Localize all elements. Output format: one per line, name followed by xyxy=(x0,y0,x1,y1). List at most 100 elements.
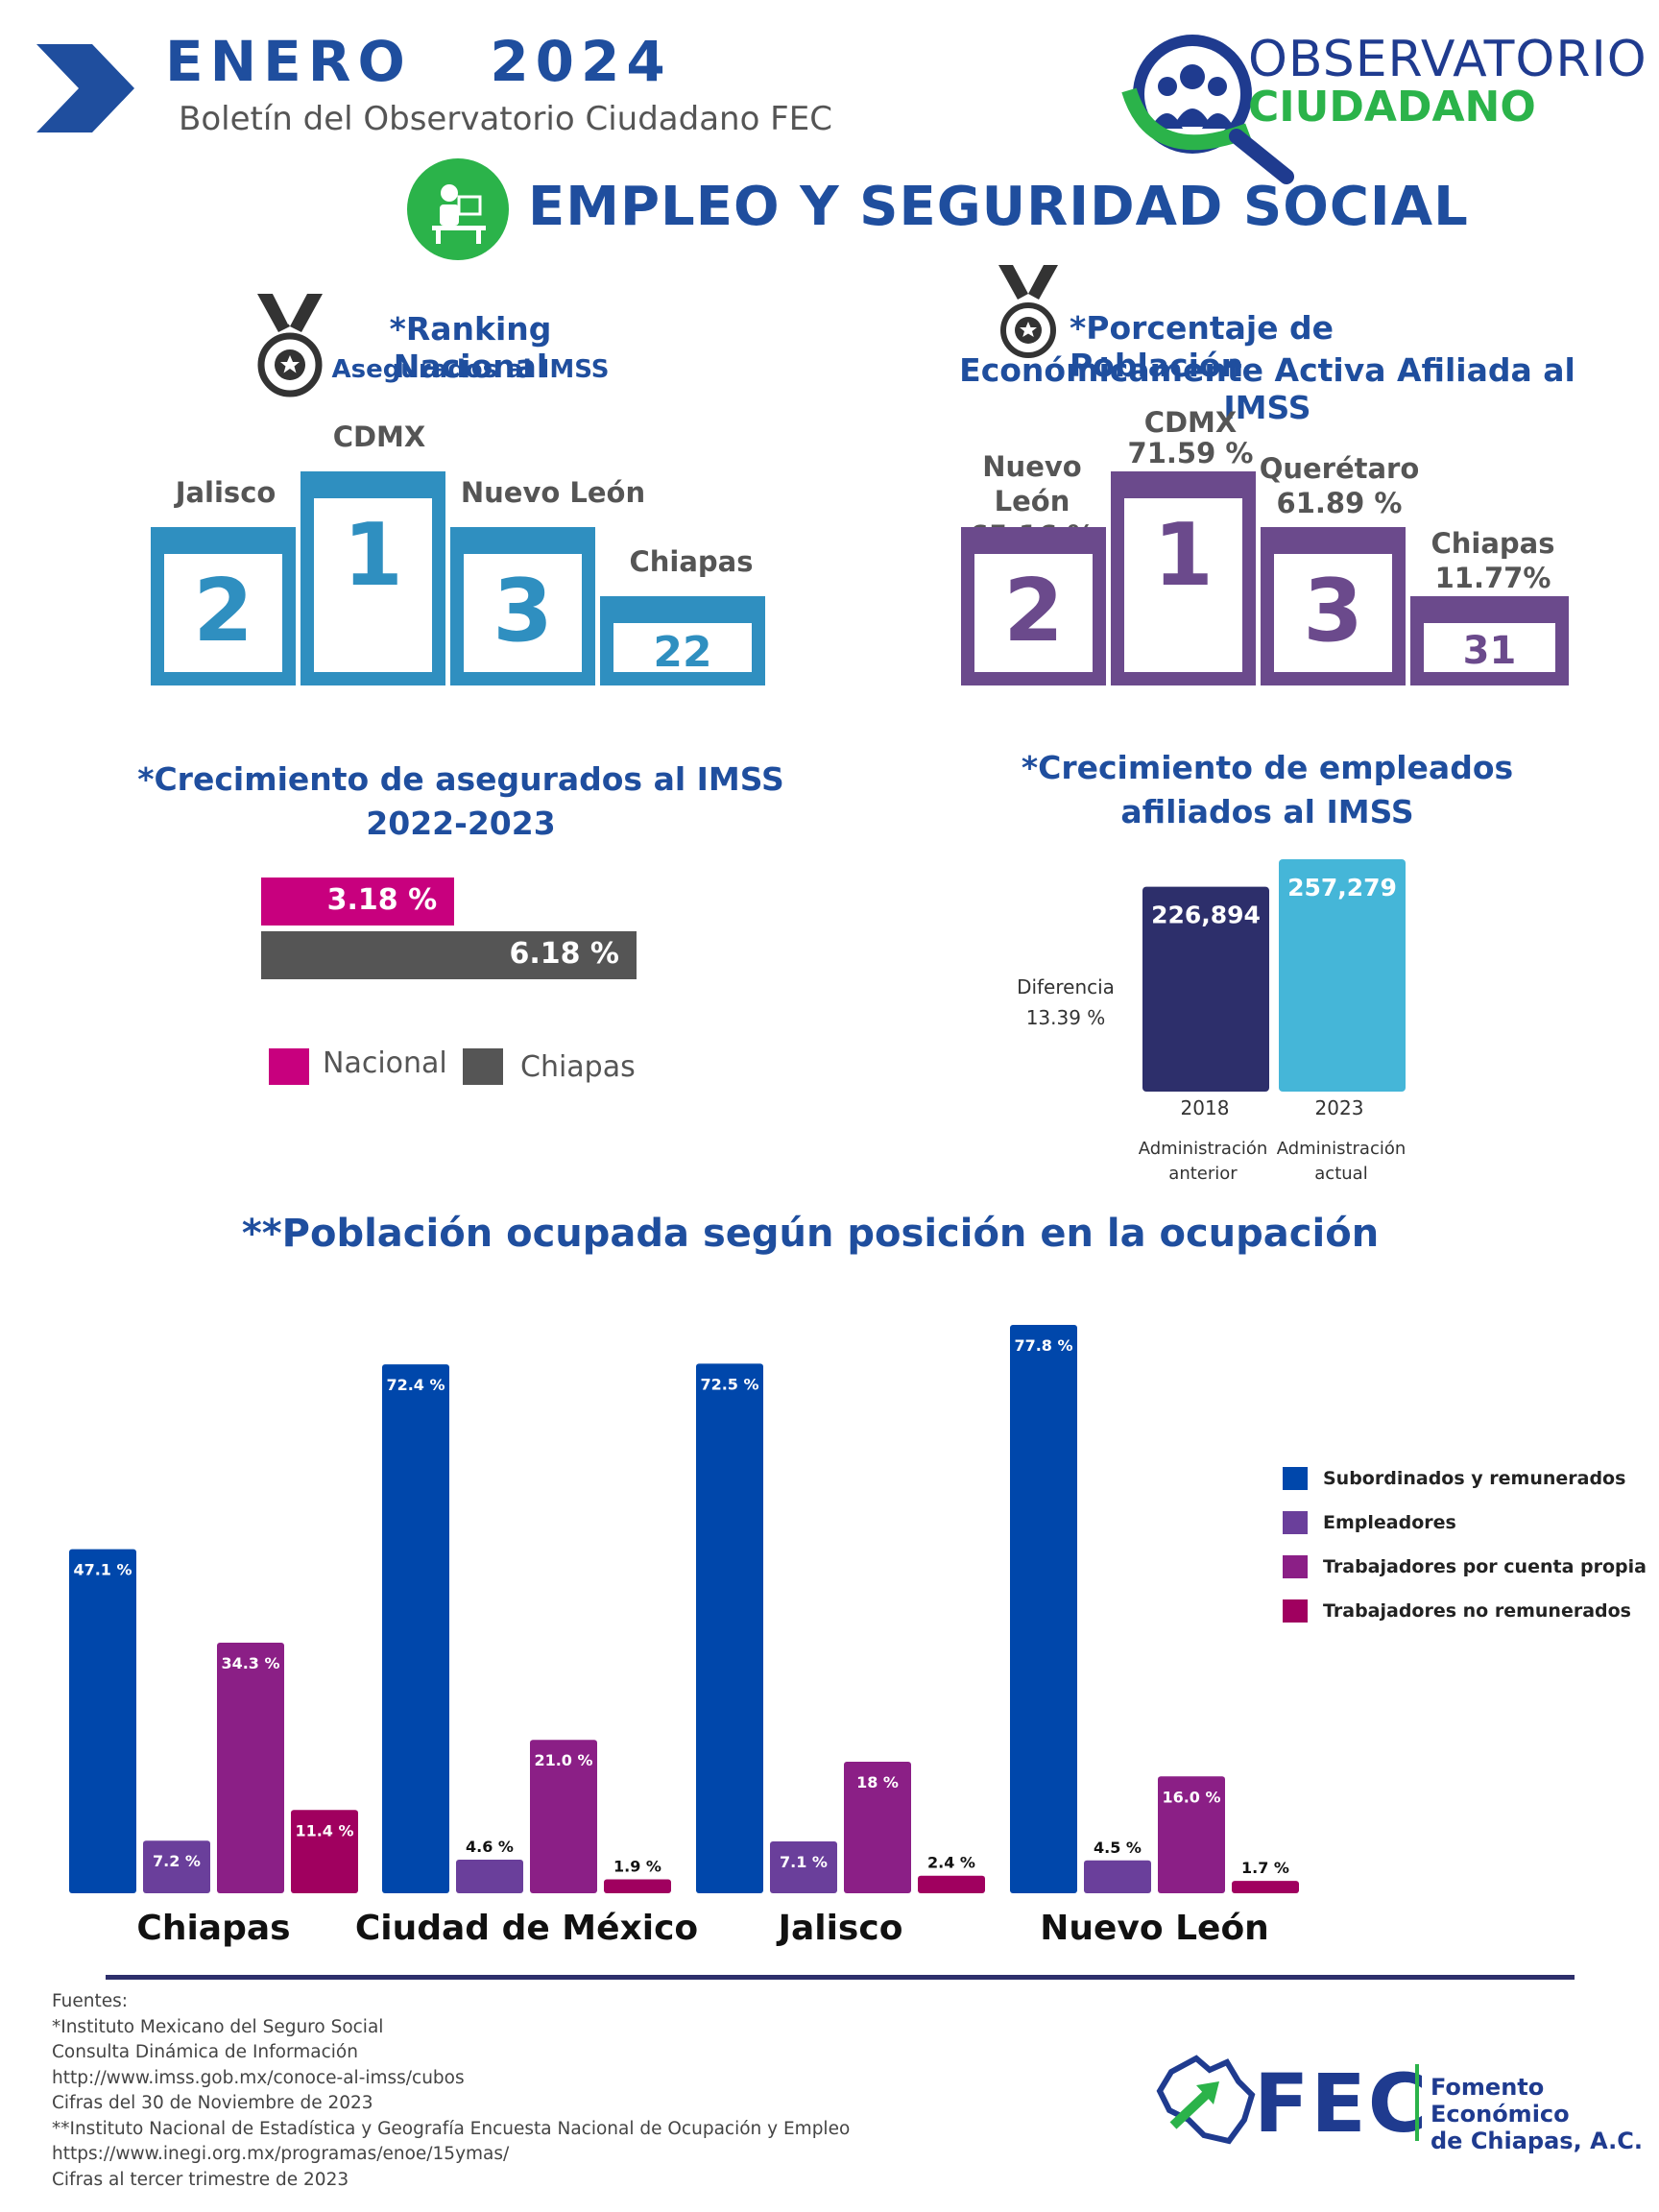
bar-data-label: 2.4 % xyxy=(927,1854,975,1872)
bar-data-label: 7.2 % xyxy=(153,1852,201,1870)
podium-label-cdmx: CDMX xyxy=(332,421,426,453)
legend-swatch xyxy=(1283,1599,1308,1623)
legend-swatch xyxy=(1283,1467,1308,1490)
growth-asegurados-bars: 3.18 % 6.18 % xyxy=(261,878,933,983)
observatorio-logo-icon xyxy=(1121,35,1294,184)
year-2018: 2018 xyxy=(1180,1096,1230,1119)
ranking-title: *Ranking Nacional xyxy=(389,310,552,385)
bar-data-label: 4.5 % xyxy=(1094,1839,1142,1857)
pea-rank-nuevo-leon: 2 xyxy=(1003,561,1064,661)
empleados-bar-2023 xyxy=(1279,859,1406,1092)
difference-label: Diferencia xyxy=(1017,975,1115,998)
pea-label-queretaro: Querétaro 61.89 % xyxy=(1259,452,1420,519)
ranking-podium-blocks xyxy=(151,471,765,685)
bar-data-label: 7.1 % xyxy=(780,1853,828,1871)
chart-title: **Población ocupada según posición en la… xyxy=(241,1212,1380,1256)
pea-rank-cdmx: 1 xyxy=(1153,505,1214,606)
legend-swatch-nacional xyxy=(269,1048,309,1085)
bar-nuevo-león-1 xyxy=(1084,1860,1151,1893)
podium-label-nuevo-leon: Nuevo León xyxy=(460,476,646,509)
bar-data-label: 1.7 % xyxy=(1241,1859,1289,1877)
growth-empleados-subtitle: afiliados al IMSS xyxy=(1120,793,1414,830)
pea-rank-queretaro: 3 xyxy=(1303,561,1363,661)
year-2023: 2023 xyxy=(1314,1096,1364,1119)
legend-entry: Trabajadores no remunerados xyxy=(1283,1599,1631,1623)
source-line: http://www.imss.gob.mx/conoce-al-imss/cu… xyxy=(52,2067,465,2088)
occupation-bar-chart: 47.1 % 7.2 % 34.3 % 11.4 % Chiapas 72.4 % 4.6 … xyxy=(69,1325,1299,1948)
podium-rank-nuevo-leon: 3 xyxy=(493,561,553,661)
legend-label: Subordinados y remunerados xyxy=(1323,1468,1626,1489)
source-line: Cifras del 30 de Noviembre de 2023 xyxy=(52,2093,373,2113)
podium-rank-jalisco: 2 xyxy=(193,561,253,661)
legend-swatch xyxy=(1283,1511,1308,1534)
bar-chiapas-3 xyxy=(291,1810,358,1893)
source-line: Cifras al tercer trimestre de 2023 xyxy=(52,2169,349,2190)
bar-nuevo-león-0 xyxy=(1010,1325,1077,1893)
bar-data-label: 77.8 % xyxy=(1014,1336,1072,1355)
bar-chiapas-1 xyxy=(143,1840,210,1893)
bar-nuevo-león-3 xyxy=(1232,1881,1299,1893)
legend-label-nacional: Nacional xyxy=(323,1046,447,1080)
bulletin-subtitle: Boletín del Observatorio Ciudadano FEC xyxy=(179,100,832,138)
empleados-bar-2018 xyxy=(1142,886,1269,1092)
growth-empleados-title: *Crecimiento de empleados xyxy=(1021,749,1514,786)
growth-bar-chiapas: 6.18 % xyxy=(261,931,637,979)
month-title: ENERO 2024 xyxy=(165,29,672,94)
pea-label-cdmx: CDMX 71.59 % xyxy=(1127,406,1254,469)
category-label: Ciudad de México xyxy=(355,1909,698,1948)
admin-actual: Administración actual xyxy=(1276,1139,1407,1184)
bar-nuevo-león-2 xyxy=(1158,1776,1225,1893)
bar-jalisco-0 xyxy=(696,1363,763,1893)
empleados-bar-label: 257,279 xyxy=(1287,874,1397,902)
source-line: *Instituto Mexicano del Seguro Social xyxy=(52,2016,384,2037)
growth-bar-label: 6.18 % xyxy=(509,937,619,971)
legend-label: Trabajadores no remunerados xyxy=(1323,1600,1631,1622)
medal-icon xyxy=(998,265,1058,358)
podium-label-jalisco: Jalisco xyxy=(175,476,276,509)
growth-bar-nacional: 3.18 % xyxy=(261,878,455,926)
bar-data-label: 47.1 % xyxy=(73,1561,132,1579)
bar-data-label: 34.3 % xyxy=(221,1654,279,1672)
source-line: https://www.inegi.org.mx/programas/enoe/… xyxy=(52,2144,510,2164)
bar-data-label: 16.0 % xyxy=(1162,1788,1220,1806)
logo-divider xyxy=(1415,2064,1419,2141)
logo-text-ciudadano: CIUDADANO xyxy=(1248,83,1536,132)
podium-rank-cdmx: 1 xyxy=(343,505,403,606)
legend-swatch-chiapas xyxy=(463,1048,503,1085)
bar-data-label: 1.9 % xyxy=(613,1858,661,1876)
bar-jalisco-1 xyxy=(770,1840,837,1893)
sources-list: Fuentes: *Instituto Mexicano del Seguro S… xyxy=(52,1989,850,2193)
growth-asegurados-years: 2022-2023 xyxy=(366,805,556,842)
podium-rank-chiapas: 22 xyxy=(653,628,712,677)
category-label: Chiapas xyxy=(136,1909,290,1948)
bar-data-label: 72.5 % xyxy=(700,1375,758,1393)
sources-heading: Fuentes: xyxy=(52,1991,128,2011)
chiapas-map-icon xyxy=(1156,2055,1256,2145)
pea-subtitle: Económicamente Activa Afiliada al IMSS xyxy=(959,351,1575,426)
section-title: EMPLEO Y SEGURIDAD SOCIAL xyxy=(528,176,1469,238)
bar-ciudad-de-méxico-2 xyxy=(530,1740,597,1893)
legend-entry: Empleadores xyxy=(1283,1511,1456,1534)
bar-ciudad-de-méxico-3 xyxy=(604,1879,671,1893)
fec-logo-text: FEC xyxy=(1254,2056,1430,2151)
bar-data-label: 21.0 % xyxy=(534,1751,592,1769)
bar-data-label: 11.4 % xyxy=(295,1821,353,1839)
category-label: Jalisco xyxy=(776,1909,903,1948)
bar-jalisco-2 xyxy=(844,1762,911,1893)
chevron-icon xyxy=(36,44,134,132)
logo-text-observatorio: OBSERVATORIO xyxy=(1248,31,1647,88)
admin-anterior: Administración anterior xyxy=(1138,1139,1268,1184)
legend-label: Empleadores xyxy=(1323,1512,1456,1533)
bar-data-label: 72.4 % xyxy=(386,1376,445,1394)
medal-icon xyxy=(257,294,323,397)
divider xyxy=(106,1975,1575,1980)
ranking-subtitle: Asegurados al IMSS xyxy=(331,355,610,384)
pea-rank-chiapas: 31 xyxy=(1462,629,1517,673)
legend-entry: Subordinados y remunerados xyxy=(1283,1467,1625,1490)
pea-podium-blocks xyxy=(961,471,1569,685)
bar-chiapas-0 xyxy=(69,1549,136,1893)
growth-bar-label: 3.18 % xyxy=(326,883,438,917)
difference-value: 13.39 % xyxy=(1025,1006,1106,1029)
bar-data-label: 18 % xyxy=(856,1773,899,1791)
legend-swatch xyxy=(1283,1555,1308,1578)
